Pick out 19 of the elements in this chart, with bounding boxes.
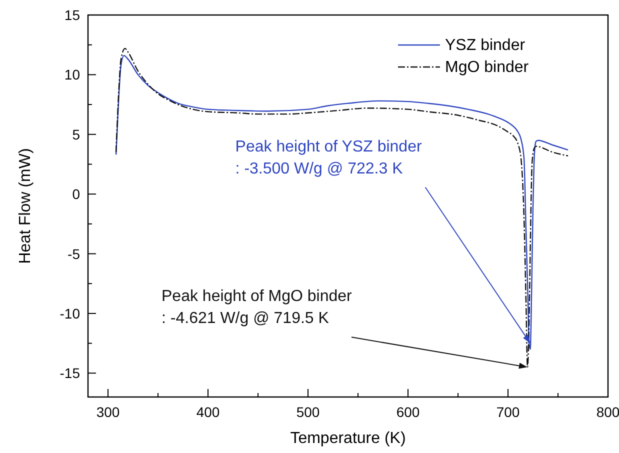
x-tick-label: 400 [196,404,220,420]
x-tick-label: 600 [396,404,420,420]
x-tick-label: 800 [596,404,619,420]
y-tick-label: -5 [68,246,80,262]
x-tick-label: 500 [296,404,320,420]
x-tick-label: 700 [496,404,520,420]
annotation: Peak height of MgO binder : -4.621 W/g @ 719.5 K [162,288,353,328]
x-tick-label: 300 [96,404,120,420]
y-tick-label: -10 [60,305,80,322]
y-tick-label: 0 [72,186,80,202]
y-tick-label: 10 [64,66,80,83]
legend-label: YSZ binder [445,37,526,54]
legend-label: MgO binder [445,59,530,76]
annotation: Peak height of YSZ binder : -3.500 W/g @ 722.3 K [235,138,422,178]
y-tick-label: 5 [72,126,80,142]
y-axis-title: Heat Flow (mW) [17,148,34,264]
y-tick-label: -15 [60,365,80,382]
y-tick-label: 15 [64,7,80,23]
x-axis-title: Temperature (K) [290,430,406,447]
